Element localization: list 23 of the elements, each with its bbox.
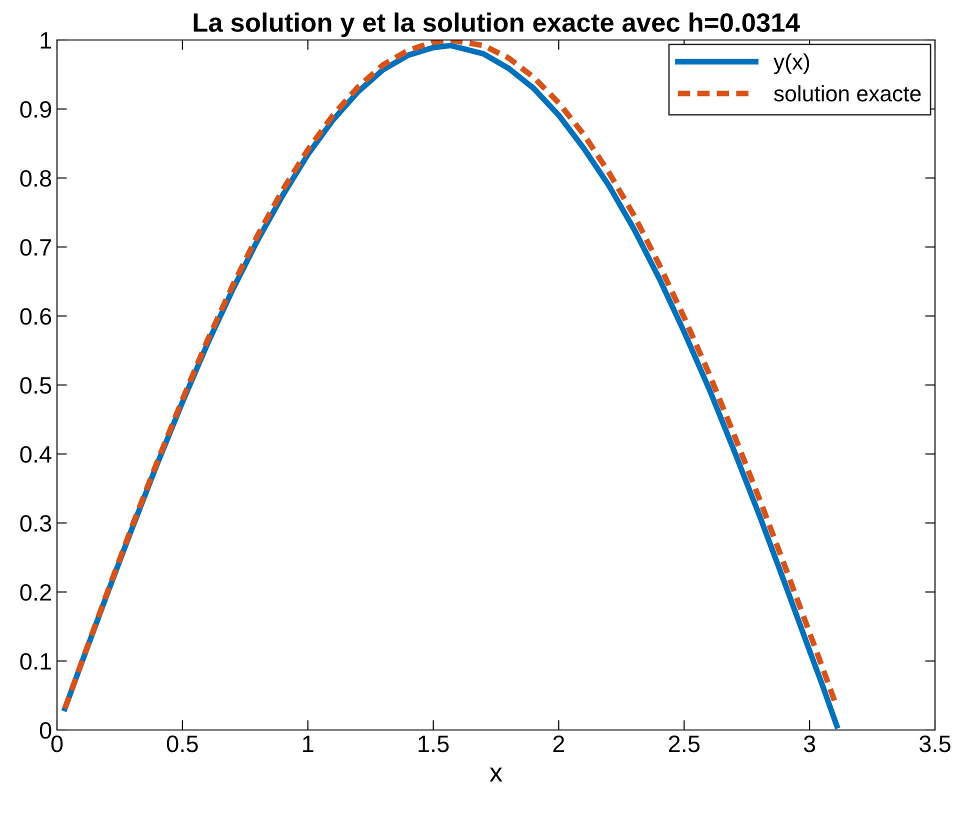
x-tick-label: 0 (51, 735, 63, 752)
chart-title: La solution y et la solution exacte avec h=0.0314 (194, 12, 800, 38)
y-tick-label: 0.5 (20, 377, 52, 394)
x-tick-label: 2 (553, 735, 564, 752)
x-tick-label: 0.5 (166, 735, 198, 752)
y-tick-label: 0 (40, 722, 52, 739)
y-tick-label: 0.8 (20, 170, 52, 187)
x-tick-label: 3.5 (919, 735, 950, 752)
y-tick-label: 0.7 (20, 239, 51, 256)
x-tick-label: 1 (303, 736, 314, 752)
legend-label: y(x) (773, 53, 810, 74)
y-tick-label: 0.9 (20, 101, 52, 118)
y-tick-label: 1 (40, 32, 51, 49)
y-tick-label: 0.3 (20, 515, 52, 532)
y-tick-label: 0.4 (20, 446, 52, 463)
y-tick-label: 0.1 (20, 653, 51, 670)
x-tick-label: 2.5 (668, 735, 700, 752)
y-tick-label: 0.2 (20, 584, 51, 601)
x-tick-label: 3 (804, 735, 816, 752)
y-tick-label: 0.6 (20, 308, 52, 325)
x-tick-label: 1.5 (418, 736, 449, 752)
x-axis-title: x (490, 768, 502, 782)
legend-label: solution exacte (774, 85, 921, 102)
